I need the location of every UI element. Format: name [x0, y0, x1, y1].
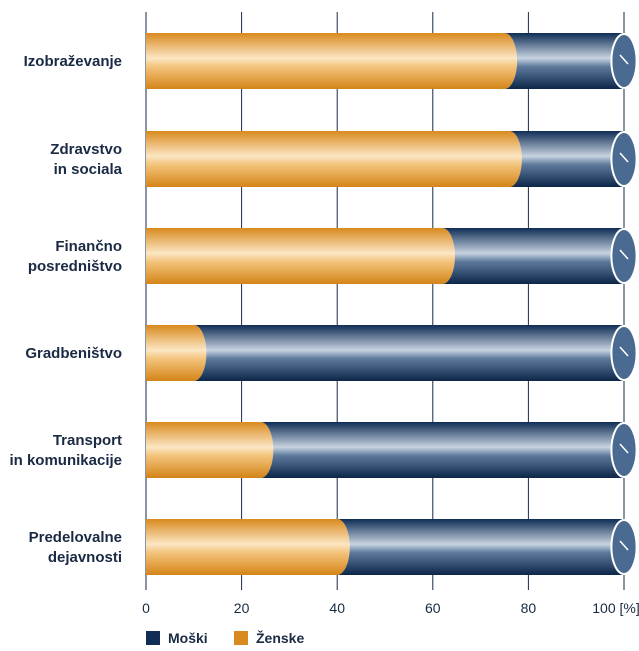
- category-label: in sociala: [54, 161, 123, 178]
- bar-end-cap: [610, 33, 638, 89]
- category-label: Predelovalne: [29, 529, 122, 546]
- bar-segment-moski: [260, 422, 624, 478]
- category-label: dejavnosti: [48, 549, 122, 566]
- x-tick-label: 40: [329, 600, 345, 616]
- bar-segment-zenske: [146, 325, 207, 381]
- legend-swatch: [234, 631, 248, 645]
- x-tick-label: 100 [%]: [592, 600, 639, 616]
- bar-end-cap: [610, 131, 638, 187]
- bar-segment-moski: [193, 325, 625, 381]
- legend: Moški Ženske: [146, 629, 304, 646]
- category-label: Gradbeništvo: [25, 345, 122, 362]
- x-tick-label: 60: [425, 600, 441, 616]
- bar-segment-zenske: [146, 519, 350, 575]
- grid-lines: [145, 12, 625, 590]
- x-tick-label: 80: [521, 600, 537, 616]
- bars: [146, 33, 638, 575]
- bar-end-cap: [610, 325, 638, 381]
- bar-segment-zenske: [146, 422, 274, 478]
- bar-end-cap-mark: [619, 346, 629, 357]
- bar-segment-moski: [509, 131, 624, 187]
- bar-segment-moski: [504, 33, 624, 89]
- bar-end-cap-mark: [619, 540, 629, 551]
- category-label: posredništvo: [28, 258, 122, 275]
- bar-end-cap: [610, 422, 638, 478]
- category-label: Finančno: [55, 238, 122, 255]
- bar-segment-zenske: [146, 131, 522, 187]
- x-tick-label: 20: [234, 600, 250, 616]
- bar-segment-zenske: [146, 33, 518, 89]
- bar-end-cap-mark: [619, 54, 629, 65]
- category-label: Izobraževanje: [24, 53, 122, 70]
- bar-segment-moski: [442, 228, 624, 284]
- bar-end-cap-mark: [619, 249, 629, 260]
- x-tick-label: 0: [142, 600, 150, 616]
- category-label: Zdravstvo: [50, 141, 122, 158]
- bar-segment-moski: [337, 519, 624, 575]
- bar-end-cap-mark: [619, 443, 629, 454]
- x-axis-tick-labels: 0 20 40 60 80 100 [%]: [142, 600, 639, 616]
- bar-end-cap: [610, 228, 638, 284]
- legend-label: Ženske: [256, 629, 304, 646]
- legend-label: Moški: [168, 630, 208, 646]
- category-label: Transport: [53, 432, 122, 449]
- category-labels: Izobraževanje Zdravstvo in sociala Finančno…: [9, 53, 122, 566]
- bar-end-cap: [610, 519, 638, 575]
- bar-segment-zenske: [146, 228, 455, 284]
- legend-swatch: [146, 631, 160, 645]
- bar-end-cap-mark: [619, 152, 629, 163]
- category-label: in komunikacije: [9, 452, 122, 469]
